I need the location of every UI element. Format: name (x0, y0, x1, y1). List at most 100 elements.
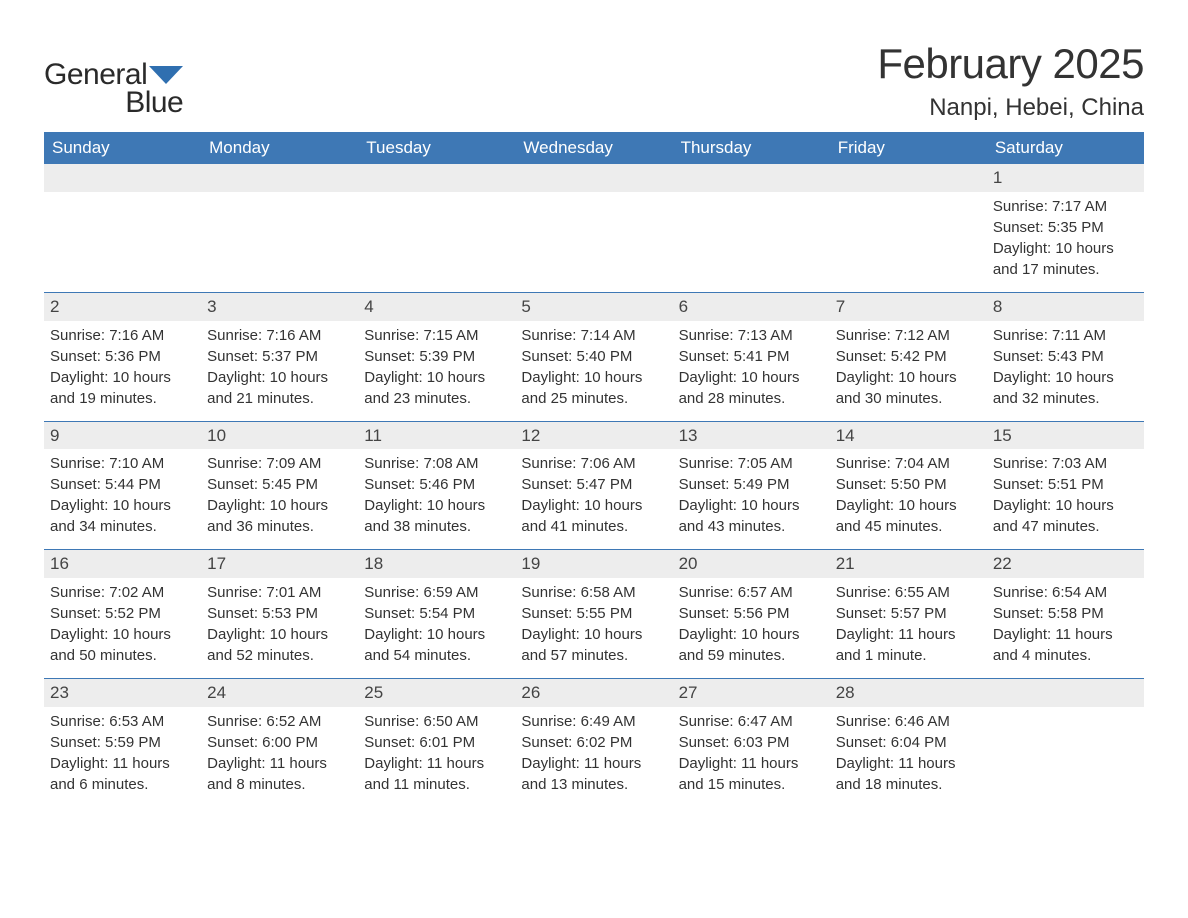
day-number: 22 (987, 550, 1144, 578)
sunset-line: Sunset: 5:39 PM (364, 346, 509, 367)
day-number (358, 164, 515, 192)
sunrise-line: Sunrise: 6:46 AM (836, 711, 981, 732)
day-number: 3 (201, 293, 358, 321)
day-number: 4 (358, 293, 515, 321)
day-number: 20 (673, 550, 830, 578)
daylight-line: Daylight: 11 hours (521, 753, 666, 774)
logo: General Blue (44, 40, 183, 120)
sunrise-line: Sunrise: 7:06 AM (521, 453, 666, 474)
week-row: 2Sunrise: 7:16 AMSunset: 5:36 PMDaylight… (44, 292, 1144, 421)
day-number: 18 (358, 550, 515, 578)
day-cell: 14Sunrise: 7:04 AMSunset: 5:50 PMDayligh… (830, 422, 987, 550)
page-header: General Blue February 2025 Nanpi, Hebei,… (44, 40, 1144, 122)
sunrise-line: Sunrise: 6:57 AM (679, 582, 824, 603)
month-title: February 2025 (877, 40, 1144, 88)
day-number (201, 164, 358, 192)
daylight-line-2: and 4 minutes. (993, 645, 1138, 666)
day-number: 10 (201, 422, 358, 450)
day-number: 6 (673, 293, 830, 321)
day-cell (201, 164, 358, 292)
sunset-line: Sunset: 5:47 PM (521, 474, 666, 495)
daylight-line: Daylight: 10 hours (50, 495, 195, 516)
daylight-line-2: and 43 minutes. (679, 516, 824, 537)
day-cell: 23Sunrise: 6:53 AMSunset: 5:59 PMDayligh… (44, 679, 201, 807)
daylight-line-2: and 32 minutes. (993, 388, 1138, 409)
daylight-line: Daylight: 10 hours (836, 367, 981, 388)
day-number: 12 (515, 422, 672, 450)
daylight-line-2: and 18 minutes. (836, 774, 981, 795)
day-cell: 6Sunrise: 7:13 AMSunset: 5:41 PMDaylight… (673, 293, 830, 421)
day-cell (358, 164, 515, 292)
weekday-header-row: SundayMondayTuesdayWednesdayThursdayFrid… (44, 132, 1144, 164)
day-number: 9 (44, 422, 201, 450)
daylight-line-2: and 1 minute. (836, 645, 981, 666)
weekday-header: Wednesday (515, 132, 672, 164)
sunset-line: Sunset: 6:01 PM (364, 732, 509, 753)
daylight-line-2: and 23 minutes. (364, 388, 509, 409)
daylight-line-2: and 30 minutes. (836, 388, 981, 409)
sunrise-line: Sunrise: 7:04 AM (836, 453, 981, 474)
daylight-line-2: and 52 minutes. (207, 645, 352, 666)
daylight-line: Daylight: 11 hours (679, 753, 824, 774)
daylight-line: Daylight: 10 hours (993, 495, 1138, 516)
sunrise-line: Sunrise: 6:54 AM (993, 582, 1138, 603)
daylight-line: Daylight: 10 hours (364, 495, 509, 516)
day-number: 17 (201, 550, 358, 578)
daylight-line-2: and 47 minutes. (993, 516, 1138, 537)
day-number: 23 (44, 679, 201, 707)
weekday-header: Thursday (673, 132, 830, 164)
sunset-line: Sunset: 5:55 PM (521, 603, 666, 624)
weekday-header: Saturday (987, 132, 1144, 164)
daylight-line-2: and 38 minutes. (364, 516, 509, 537)
sunset-line: Sunset: 6:04 PM (836, 732, 981, 753)
day-number (44, 164, 201, 192)
day-cell: 24Sunrise: 6:52 AMSunset: 6:00 PMDayligh… (201, 679, 358, 807)
sunrise-line: Sunrise: 7:03 AM (993, 453, 1138, 474)
day-cell (515, 164, 672, 292)
daylight-line: Daylight: 10 hours (836, 495, 981, 516)
day-cell: 11Sunrise: 7:08 AMSunset: 5:46 PMDayligh… (358, 422, 515, 550)
day-cell: 12Sunrise: 7:06 AMSunset: 5:47 PMDayligh… (515, 422, 672, 550)
daylight-line: Daylight: 10 hours (993, 367, 1138, 388)
sunrise-line: Sunrise: 6:49 AM (521, 711, 666, 732)
daylight-line-2: and 28 minutes. (679, 388, 824, 409)
daylight-line: Daylight: 10 hours (50, 367, 195, 388)
sunset-line: Sunset: 5:57 PM (836, 603, 981, 624)
day-number: 24 (201, 679, 358, 707)
day-cell: 26Sunrise: 6:49 AMSunset: 6:02 PMDayligh… (515, 679, 672, 807)
location-label: Nanpi, Hebei, China (877, 94, 1144, 122)
daylight-line: Daylight: 10 hours (207, 624, 352, 645)
daylight-line-2: and 11 minutes. (364, 774, 509, 795)
daylight-line: Daylight: 10 hours (679, 495, 824, 516)
day-cell (987, 679, 1144, 807)
daylight-line-2: and 41 minutes. (521, 516, 666, 537)
day-cell: 10Sunrise: 7:09 AMSunset: 5:45 PMDayligh… (201, 422, 358, 550)
sunset-line: Sunset: 5:54 PM (364, 603, 509, 624)
sunrise-line: Sunrise: 7:13 AM (679, 325, 824, 346)
sunrise-line: Sunrise: 7:09 AM (207, 453, 352, 474)
daylight-line-2: and 8 minutes. (207, 774, 352, 795)
week-row: 9Sunrise: 7:10 AMSunset: 5:44 PMDaylight… (44, 421, 1144, 550)
day-number: 19 (515, 550, 672, 578)
day-number: 26 (515, 679, 672, 707)
day-number: 5 (515, 293, 672, 321)
sunrise-line: Sunrise: 6:50 AM (364, 711, 509, 732)
sunset-line: Sunset: 5:37 PM (207, 346, 352, 367)
daylight-line: Daylight: 11 hours (993, 624, 1138, 645)
day-number: 27 (673, 679, 830, 707)
sunrise-line: Sunrise: 7:02 AM (50, 582, 195, 603)
day-number: 15 (987, 422, 1144, 450)
day-number: 21 (830, 550, 987, 578)
sunrise-line: Sunrise: 7:15 AM (364, 325, 509, 346)
day-cell: 4Sunrise: 7:15 AMSunset: 5:39 PMDaylight… (358, 293, 515, 421)
sunrise-line: Sunrise: 7:01 AM (207, 582, 352, 603)
weekday-header: Friday (830, 132, 987, 164)
daylight-line-2: and 15 minutes. (679, 774, 824, 795)
sunset-line: Sunset: 6:03 PM (679, 732, 824, 753)
week-row: 23Sunrise: 6:53 AMSunset: 5:59 PMDayligh… (44, 678, 1144, 807)
sunrise-line: Sunrise: 6:47 AM (679, 711, 824, 732)
sunset-line: Sunset: 5:50 PM (836, 474, 981, 495)
calendar: SundayMondayTuesdayWednesdayThursdayFrid… (44, 132, 1144, 807)
daylight-line-2: and 25 minutes. (521, 388, 666, 409)
weekday-header: Tuesday (358, 132, 515, 164)
